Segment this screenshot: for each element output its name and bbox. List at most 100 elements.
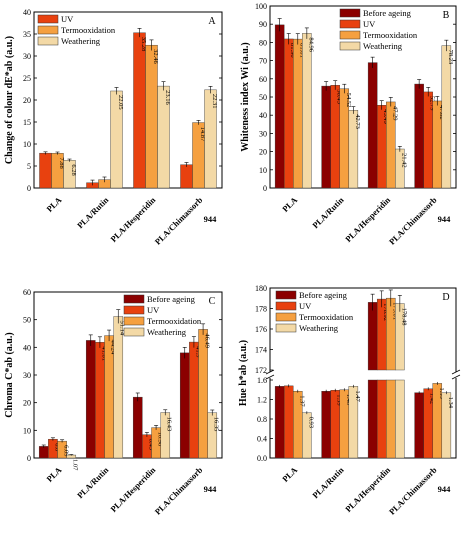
value-label: 16.43: [166, 417, 173, 432]
y-tick-label: 50: [259, 93, 267, 102]
legend-entry: Before ageing: [147, 294, 196, 304]
value-label-group: 178.48: [400, 308, 407, 326]
category-label-group: PLA/Hesperidin: [108, 195, 157, 244]
value-label-group: 6.09: [63, 445, 70, 456]
value-label: 45.49: [382, 109, 389, 124]
value-label: 51.14: [119, 321, 126, 336]
value-label-group: 81.81: [298, 43, 305, 58]
value-label: 1.42: [429, 393, 436, 404]
value-label-group: 10.98: [157, 432, 164, 447]
value-label: 35.28: [140, 37, 147, 52]
y-axis-title: Chroma C*ab (a.u.): [4, 332, 15, 417]
legend-swatch: [339, 30, 361, 40]
bar: [302, 33, 312, 189]
value-label-group: 1.34: [447, 397, 454, 409]
value-label-group: 78.23: [447, 50, 454, 65]
legend-swatch: [123, 316, 145, 326]
bar: [113, 316, 124, 459]
panel-letter: D: [442, 292, 449, 303]
bar: [321, 391, 331, 459]
value-label-group: 6.28: [70, 164, 77, 175]
value-label-group: 41.81: [100, 346, 107, 361]
value-label-group: 41.9: [194, 346, 201, 357]
value-label-group: 1.07: [72, 459, 79, 471]
category-label-group: PLA/Chimassorb: [153, 465, 205, 517]
value-label-group: 54.52: [345, 93, 352, 108]
bar: [145, 44, 158, 189]
value-label: 178.48: [400, 308, 407, 326]
value-label: 47.29: [391, 106, 398, 121]
bar: [293, 38, 303, 189]
y-tick-label: 90: [259, 20, 267, 29]
y-tick-label: 35: [23, 30, 31, 39]
y-tick-label: 20: [23, 399, 31, 408]
y-tick-label: 176: [255, 325, 267, 334]
value-label: 46.49: [204, 333, 211, 348]
category-label-group: PLA/Hesperidin: [343, 195, 392, 244]
value-label-group: 16.35: [213, 417, 220, 432]
bar: [189, 341, 199, 459]
value-label: 14.87: [199, 127, 206, 142]
y-axis-title-group: Chroma C*ab (a.u.): [4, 332, 15, 417]
value-label: 41.81: [100, 346, 107, 361]
legend-entry: Termooxidation: [363, 30, 418, 40]
category-label: PLA: [44, 464, 64, 484]
category-label-suffix: 944: [438, 484, 452, 494]
legend-entry: Termooxidation: [147, 316, 202, 326]
value-label: 44.24: [110, 340, 117, 355]
legend-swatch: [275, 290, 297, 300]
category-label: PLA/Hesperidin: [108, 465, 157, 514]
y-tick-label: 60: [23, 288, 31, 297]
category-label: PLA/Hesperidin: [108, 195, 157, 244]
category-label: PLA/Hesperidin: [343, 465, 392, 514]
bar: [198, 329, 208, 459]
legend-swatch: [339, 19, 361, 29]
value-label: 42.73: [354, 114, 361, 129]
value-label-group: 1.47: [354, 390, 361, 402]
value-label-group: 44.24: [110, 340, 117, 355]
value-label-group: 7.88: [58, 157, 65, 168]
y-tick-label: 40: [23, 343, 31, 352]
value-label-group: 23.16: [164, 90, 171, 105]
value-label: 1.40: [345, 394, 352, 405]
y-tick-label: 30: [23, 371, 31, 380]
value-label: 81.81: [298, 43, 305, 58]
value-label-group: 178.92: [382, 303, 389, 321]
y-axis-title-group: Change of colour dE*ab (a.u.): [4, 36, 15, 164]
bar: [367, 62, 378, 189]
bar: [274, 24, 285, 189]
y-tick-label: 30: [23, 52, 31, 61]
panel-letter: C: [209, 296, 216, 307]
category-label-group: PLA/Rutin: [310, 465, 346, 501]
y-tick-label: 172: [255, 366, 267, 375]
bar: [133, 32, 146, 189]
value-label-group: 179.01: [391, 302, 398, 320]
value-label: 21.42: [400, 153, 407, 168]
legend-swatch: [123, 305, 145, 315]
category-label: PLA/Chimassorb: [387, 465, 439, 517]
value-label: 16.35: [213, 417, 220, 432]
value-label: 56.45: [336, 89, 343, 104]
legend-entry: UV: [299, 301, 312, 311]
y-tick-label: 1.2: [257, 396, 267, 405]
category-label: PLA: [280, 464, 300, 484]
value-label: 78.23: [447, 50, 454, 65]
axis-break-gap: [452, 372, 460, 378]
value-label: 1.47: [354, 390, 361, 402]
value-label-group: 1.42: [429, 393, 436, 404]
value-label: 52.79: [429, 96, 436, 111]
value-label: 1.34: [447, 397, 454, 409]
category-label-group: PLA/Chimassorb: [153, 195, 205, 247]
value-label: 32.46: [152, 49, 159, 64]
legend-entry: Weathering: [147, 327, 187, 337]
value-label-group: 84.96: [307, 37, 314, 52]
value-label: 1.07: [72, 459, 79, 471]
category-label: PLA/Rutin: [310, 465, 346, 501]
value-label: 6.8: [53, 443, 60, 451]
value-label: 179.01: [391, 302, 398, 320]
bar: [38, 446, 49, 459]
value-label-group: 45.49: [382, 109, 389, 124]
y-tick-label: 10: [23, 426, 31, 435]
category-label-group: PLA: [280, 464, 300, 484]
category-label: PLA: [280, 194, 300, 214]
